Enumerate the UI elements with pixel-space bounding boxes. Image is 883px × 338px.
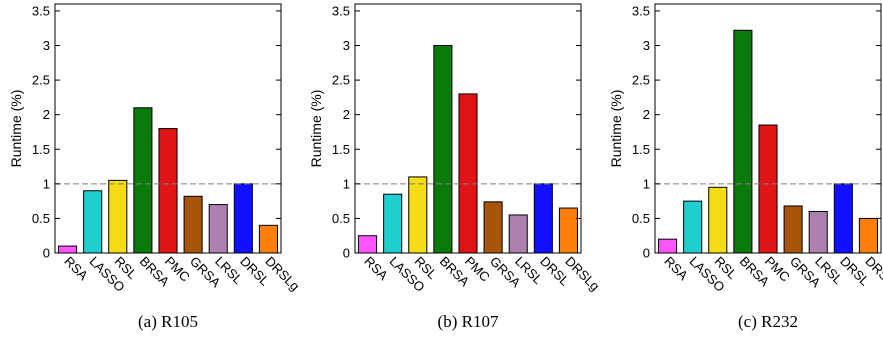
bar-drsl <box>233 183 253 254</box>
bar-drslg <box>558 207 578 254</box>
bar-rsl <box>708 186 728 254</box>
y-tick-label: 1.5 <box>632 142 650 157</box>
axes-frame <box>354 3 582 254</box>
bar-pmc <box>758 124 778 254</box>
bar-lasso <box>383 193 403 254</box>
bar-pmc <box>158 128 178 254</box>
y-tick-label: 0.5 <box>632 211 650 226</box>
x-tick-label-rsa: RSA <box>61 254 91 284</box>
bar-lrsl <box>208 204 228 254</box>
bar-rsa <box>58 245 78 254</box>
bar-pmc <box>458 93 478 254</box>
chart-caption: (a) R105 <box>138 312 198 331</box>
axes-frame <box>54 3 282 254</box>
x-tick-label-rsa: RSA <box>361 254 391 284</box>
y-tick-label: 0.5 <box>32 211 50 226</box>
y-tick-label: 1.5 <box>332 142 350 157</box>
bar-drslg <box>258 224 278 254</box>
y-tick-label: 2 <box>643 107 650 122</box>
bar-rsa <box>658 238 678 254</box>
y-tick-label: 3 <box>343 38 350 53</box>
axes-frame <box>654 3 882 254</box>
bar-rsl <box>408 176 428 254</box>
y-axis-label: Runtime (%) <box>308 90 324 168</box>
bar-lasso <box>83 190 103 254</box>
bar-drslg <box>858 217 878 254</box>
chart-caption: (b) R107 <box>438 312 499 331</box>
bar-brsa <box>133 107 153 254</box>
bar-lrsl <box>808 211 828 254</box>
bar-rsa <box>358 235 378 254</box>
y-tick-label: 3.5 <box>32 3 50 18</box>
bar-grsa <box>783 205 803 254</box>
y-tick-label: 0 <box>43 246 50 261</box>
bar-lasso <box>683 200 703 254</box>
y-tick-label: 3.5 <box>632 3 650 18</box>
bar-drsl <box>833 183 853 254</box>
bar-brsa <box>733 29 753 254</box>
y-tick-label: 2 <box>343 107 350 122</box>
y-axis-label: Runtime (%) <box>8 90 24 168</box>
y-tick-label: 3 <box>43 38 50 53</box>
bar-grsa <box>183 195 203 254</box>
y-tick-label: 2 <box>43 107 50 122</box>
bar-drsl <box>533 183 553 254</box>
y-tick-label: 0 <box>643 246 650 261</box>
y-tick-label: 2.5 <box>332 73 350 88</box>
y-tick-label: 1.5 <box>32 142 50 157</box>
y-tick-label: 3.5 <box>332 3 350 18</box>
y-tick-label: 2.5 <box>632 73 650 88</box>
chart-caption: (c) R232 <box>738 312 798 331</box>
bar-grsa <box>483 201 503 254</box>
y-tick-label: 1 <box>343 176 350 191</box>
y-tick-label: 2.5 <box>32 73 50 88</box>
y-axis-label: Runtime (%) <box>608 90 624 168</box>
y-tick-label: 0.5 <box>332 211 350 226</box>
x-tick-label-rsa: RSA <box>661 254 691 284</box>
y-tick-label: 3 <box>643 38 650 53</box>
y-tick-label: 0 <box>343 246 350 261</box>
y-tick-label: 1 <box>643 176 650 191</box>
bar-brsa <box>433 45 453 254</box>
bar-lrsl <box>508 214 528 254</box>
y-tick-label: 1 <box>43 176 50 191</box>
bar-rsl <box>108 179 128 254</box>
